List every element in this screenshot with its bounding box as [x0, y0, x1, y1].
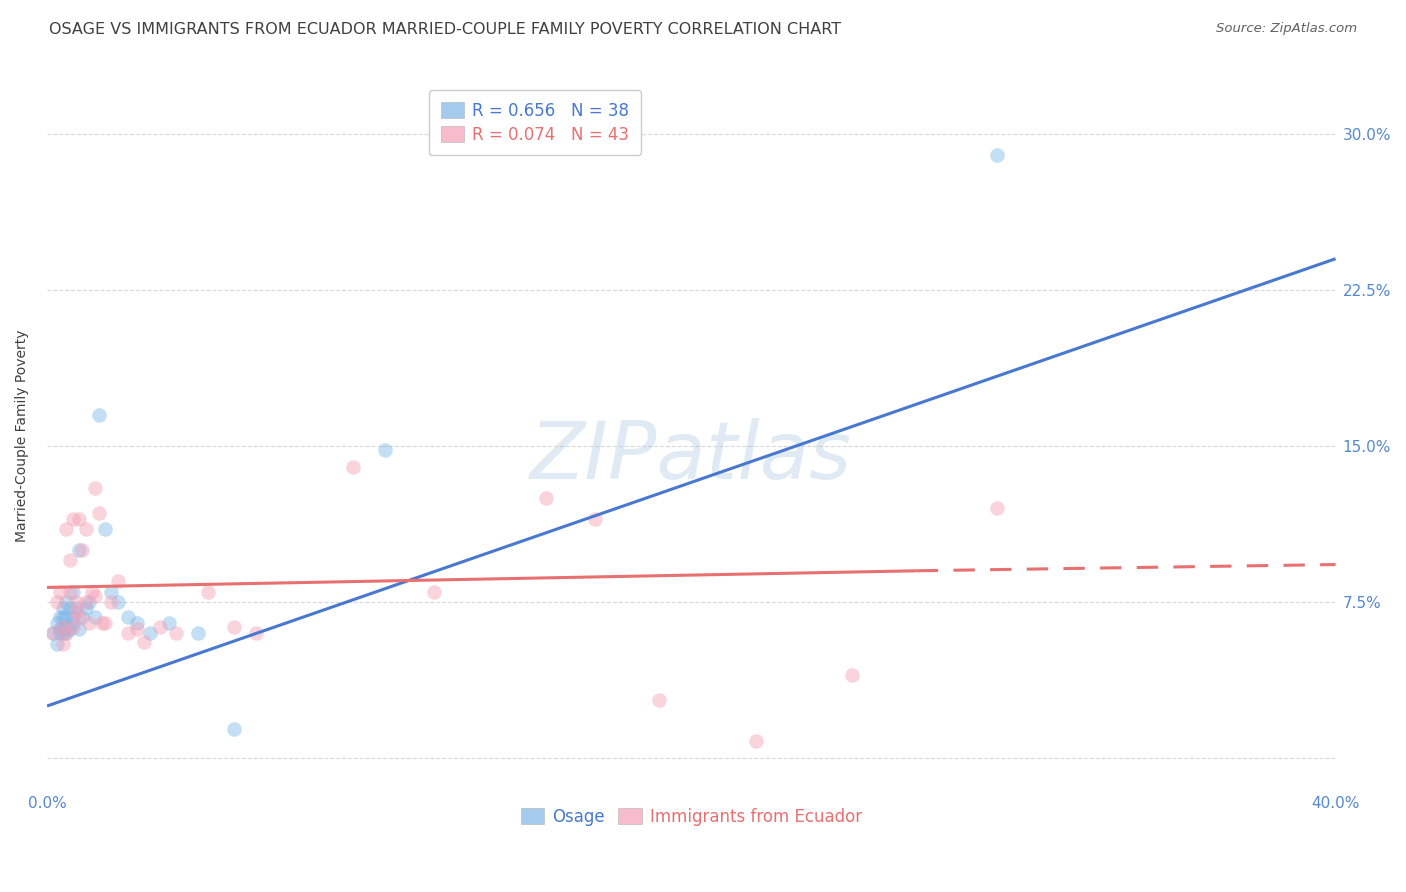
Point [107, 595, 129, 609]
Point [49, 584, 72, 599]
Point [374, 443, 396, 458]
Point [94, 615, 117, 630]
Point [536, 491, 558, 505]
Point [197, 584, 219, 599]
Point [52, 609, 75, 624]
Point [55, 609, 77, 624]
Point [149, 620, 172, 634]
Point [75, 601, 97, 615]
Point [583, 512, 606, 526]
Point [422, 584, 444, 599]
Point [84, 589, 107, 603]
Point [52, 626, 75, 640]
Point [745, 734, 768, 748]
Point [45, 615, 67, 630]
Point [648, 692, 671, 706]
Point [100, 584, 122, 599]
Point [100, 595, 122, 609]
Point [94, 522, 117, 536]
Point [62, 512, 84, 526]
Point [75, 595, 97, 609]
Point [62, 609, 84, 624]
Point [841, 668, 863, 682]
Point [59, 622, 82, 636]
Point [132, 634, 155, 648]
Point [107, 574, 129, 589]
Point [55, 626, 77, 640]
Point [65, 601, 87, 615]
Point [49, 609, 72, 624]
Point [42, 626, 65, 640]
Point [75, 522, 97, 536]
Point [65, 595, 87, 609]
Point [117, 626, 139, 640]
Point [127, 622, 149, 636]
Text: ZIPatlas: ZIPatlas [530, 417, 852, 496]
Point [127, 615, 149, 630]
Point [55, 626, 77, 640]
Point [986, 147, 1008, 161]
Point [67, 512, 90, 526]
Point [62, 620, 84, 634]
Point [139, 626, 162, 640]
Point [87, 408, 110, 422]
Point [77, 595, 100, 609]
Point [159, 615, 181, 630]
Text: Source: ZipAtlas.com: Source: ZipAtlas.com [1216, 22, 1357, 36]
Point [52, 620, 75, 634]
Point [222, 722, 245, 736]
Point [52, 601, 75, 615]
Point [82, 584, 104, 599]
Point [52, 620, 75, 634]
Point [84, 609, 107, 624]
Point [342, 459, 364, 474]
Point [59, 584, 82, 599]
Point [55, 522, 77, 536]
Point [67, 543, 90, 558]
Point [165, 626, 187, 640]
Point [52, 637, 75, 651]
Point [84, 481, 107, 495]
Point [90, 615, 112, 630]
Point [117, 609, 139, 624]
Point [49, 622, 72, 636]
Point [45, 637, 67, 651]
Point [45, 595, 67, 609]
Point [72, 609, 94, 624]
Point [59, 601, 82, 615]
Y-axis label: Married-Couple Family Poverty: Married-Couple Family Poverty [15, 329, 30, 541]
Point [72, 543, 94, 558]
Point [245, 626, 267, 640]
Point [187, 626, 209, 640]
Point [67, 609, 90, 624]
Point [67, 622, 90, 636]
Point [222, 620, 245, 634]
Point [42, 626, 65, 640]
Point [986, 501, 1008, 516]
Point [55, 620, 77, 634]
Point [87, 506, 110, 520]
Point [65, 606, 87, 620]
Point [49, 626, 72, 640]
Point [59, 553, 82, 567]
Point [62, 615, 84, 630]
Point [77, 615, 100, 630]
Point [62, 584, 84, 599]
Text: OSAGE VS IMMIGRANTS FROM ECUADOR MARRIED-COUPLE FAMILY POVERTY CORRELATION CHART: OSAGE VS IMMIGRANTS FROM ECUADOR MARRIED… [49, 22, 841, 37]
Point [55, 595, 77, 609]
Legend: Osage, Immigrants from Ecuador: Osage, Immigrants from Ecuador [512, 799, 870, 834]
